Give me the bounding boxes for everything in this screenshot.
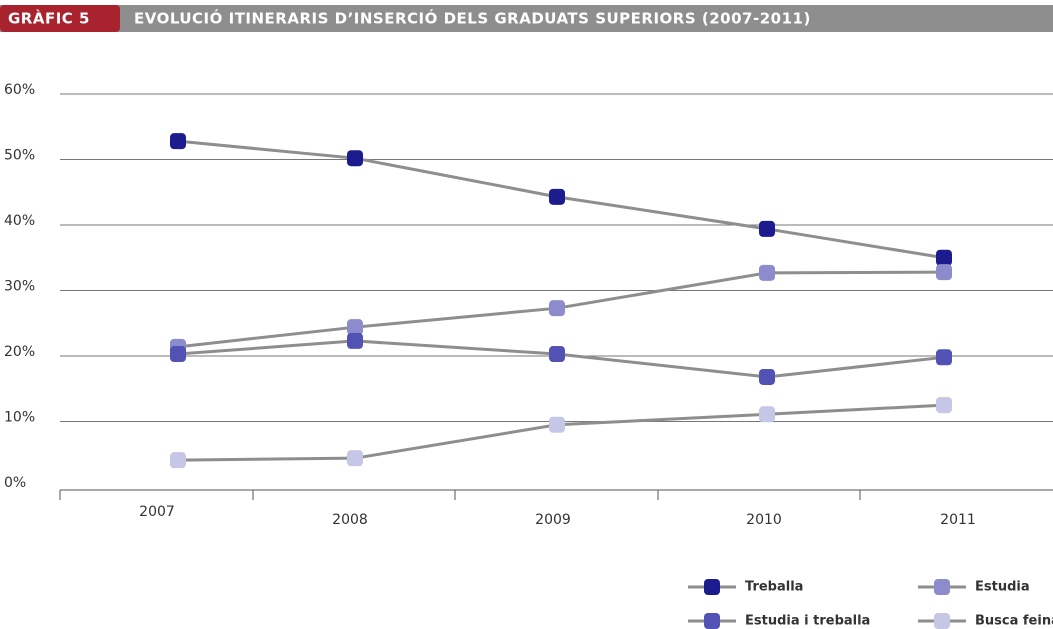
- point: [549, 300, 565, 317]
- point: [347, 450, 363, 467]
- x-tick-label: 2008: [332, 512, 368, 528]
- x-tick-label: 2010: [746, 512, 782, 528]
- chart-label: GRÀFIC 5: [8, 9, 90, 28]
- legend-marker: [934, 579, 950, 595]
- point: [347, 319, 363, 336]
- point: [936, 349, 952, 366]
- point: [170, 452, 186, 469]
- point: [759, 264, 775, 281]
- point: [170, 133, 186, 150]
- y-tick-label: 20%: [4, 344, 35, 360]
- chart-title: EVOLUCIÓ ITINERARIS D’INSERCIÓ DELS GRAD…: [134, 9, 811, 28]
- legend-label: Estudia: [975, 580, 1030, 595]
- point: [936, 249, 952, 266]
- x-tick-label: 2007: [139, 504, 175, 520]
- y-tick-label: 30%: [4, 279, 35, 295]
- point: [759, 368, 775, 385]
- point: [347, 150, 363, 167]
- point: [936, 397, 952, 414]
- y-tick-label: 50%: [4, 148, 35, 164]
- y-tick-label: 60%: [4, 82, 35, 98]
- legend-marker: [704, 579, 720, 595]
- y-tick-label: 40%: [4, 213, 35, 229]
- header-label-box: [0, 5, 120, 32]
- legend-label: Treballa: [745, 580, 803, 595]
- point: [759, 220, 775, 237]
- point: [170, 346, 186, 363]
- legend-label: Estudia i treballa: [745, 614, 870, 629]
- header-bar: [0, 5, 1053, 32]
- point: [549, 188, 565, 205]
- legend-marker: [934, 613, 950, 629]
- x-ticks: [59, 490, 861, 500]
- y-tick-label: 10%: [4, 410, 35, 426]
- y-tick-label: 0%: [4, 475, 26, 491]
- point: [549, 416, 565, 433]
- x-tick-label: 2011: [940, 512, 976, 528]
- legend-label: Busca feina: [975, 614, 1053, 629]
- point: [549, 346, 565, 363]
- x-tick-label: 2009: [535, 512, 571, 528]
- point: [347, 332, 363, 349]
- point: [759, 406, 775, 423]
- legend-marker: [704, 613, 720, 629]
- point: [936, 264, 952, 281]
